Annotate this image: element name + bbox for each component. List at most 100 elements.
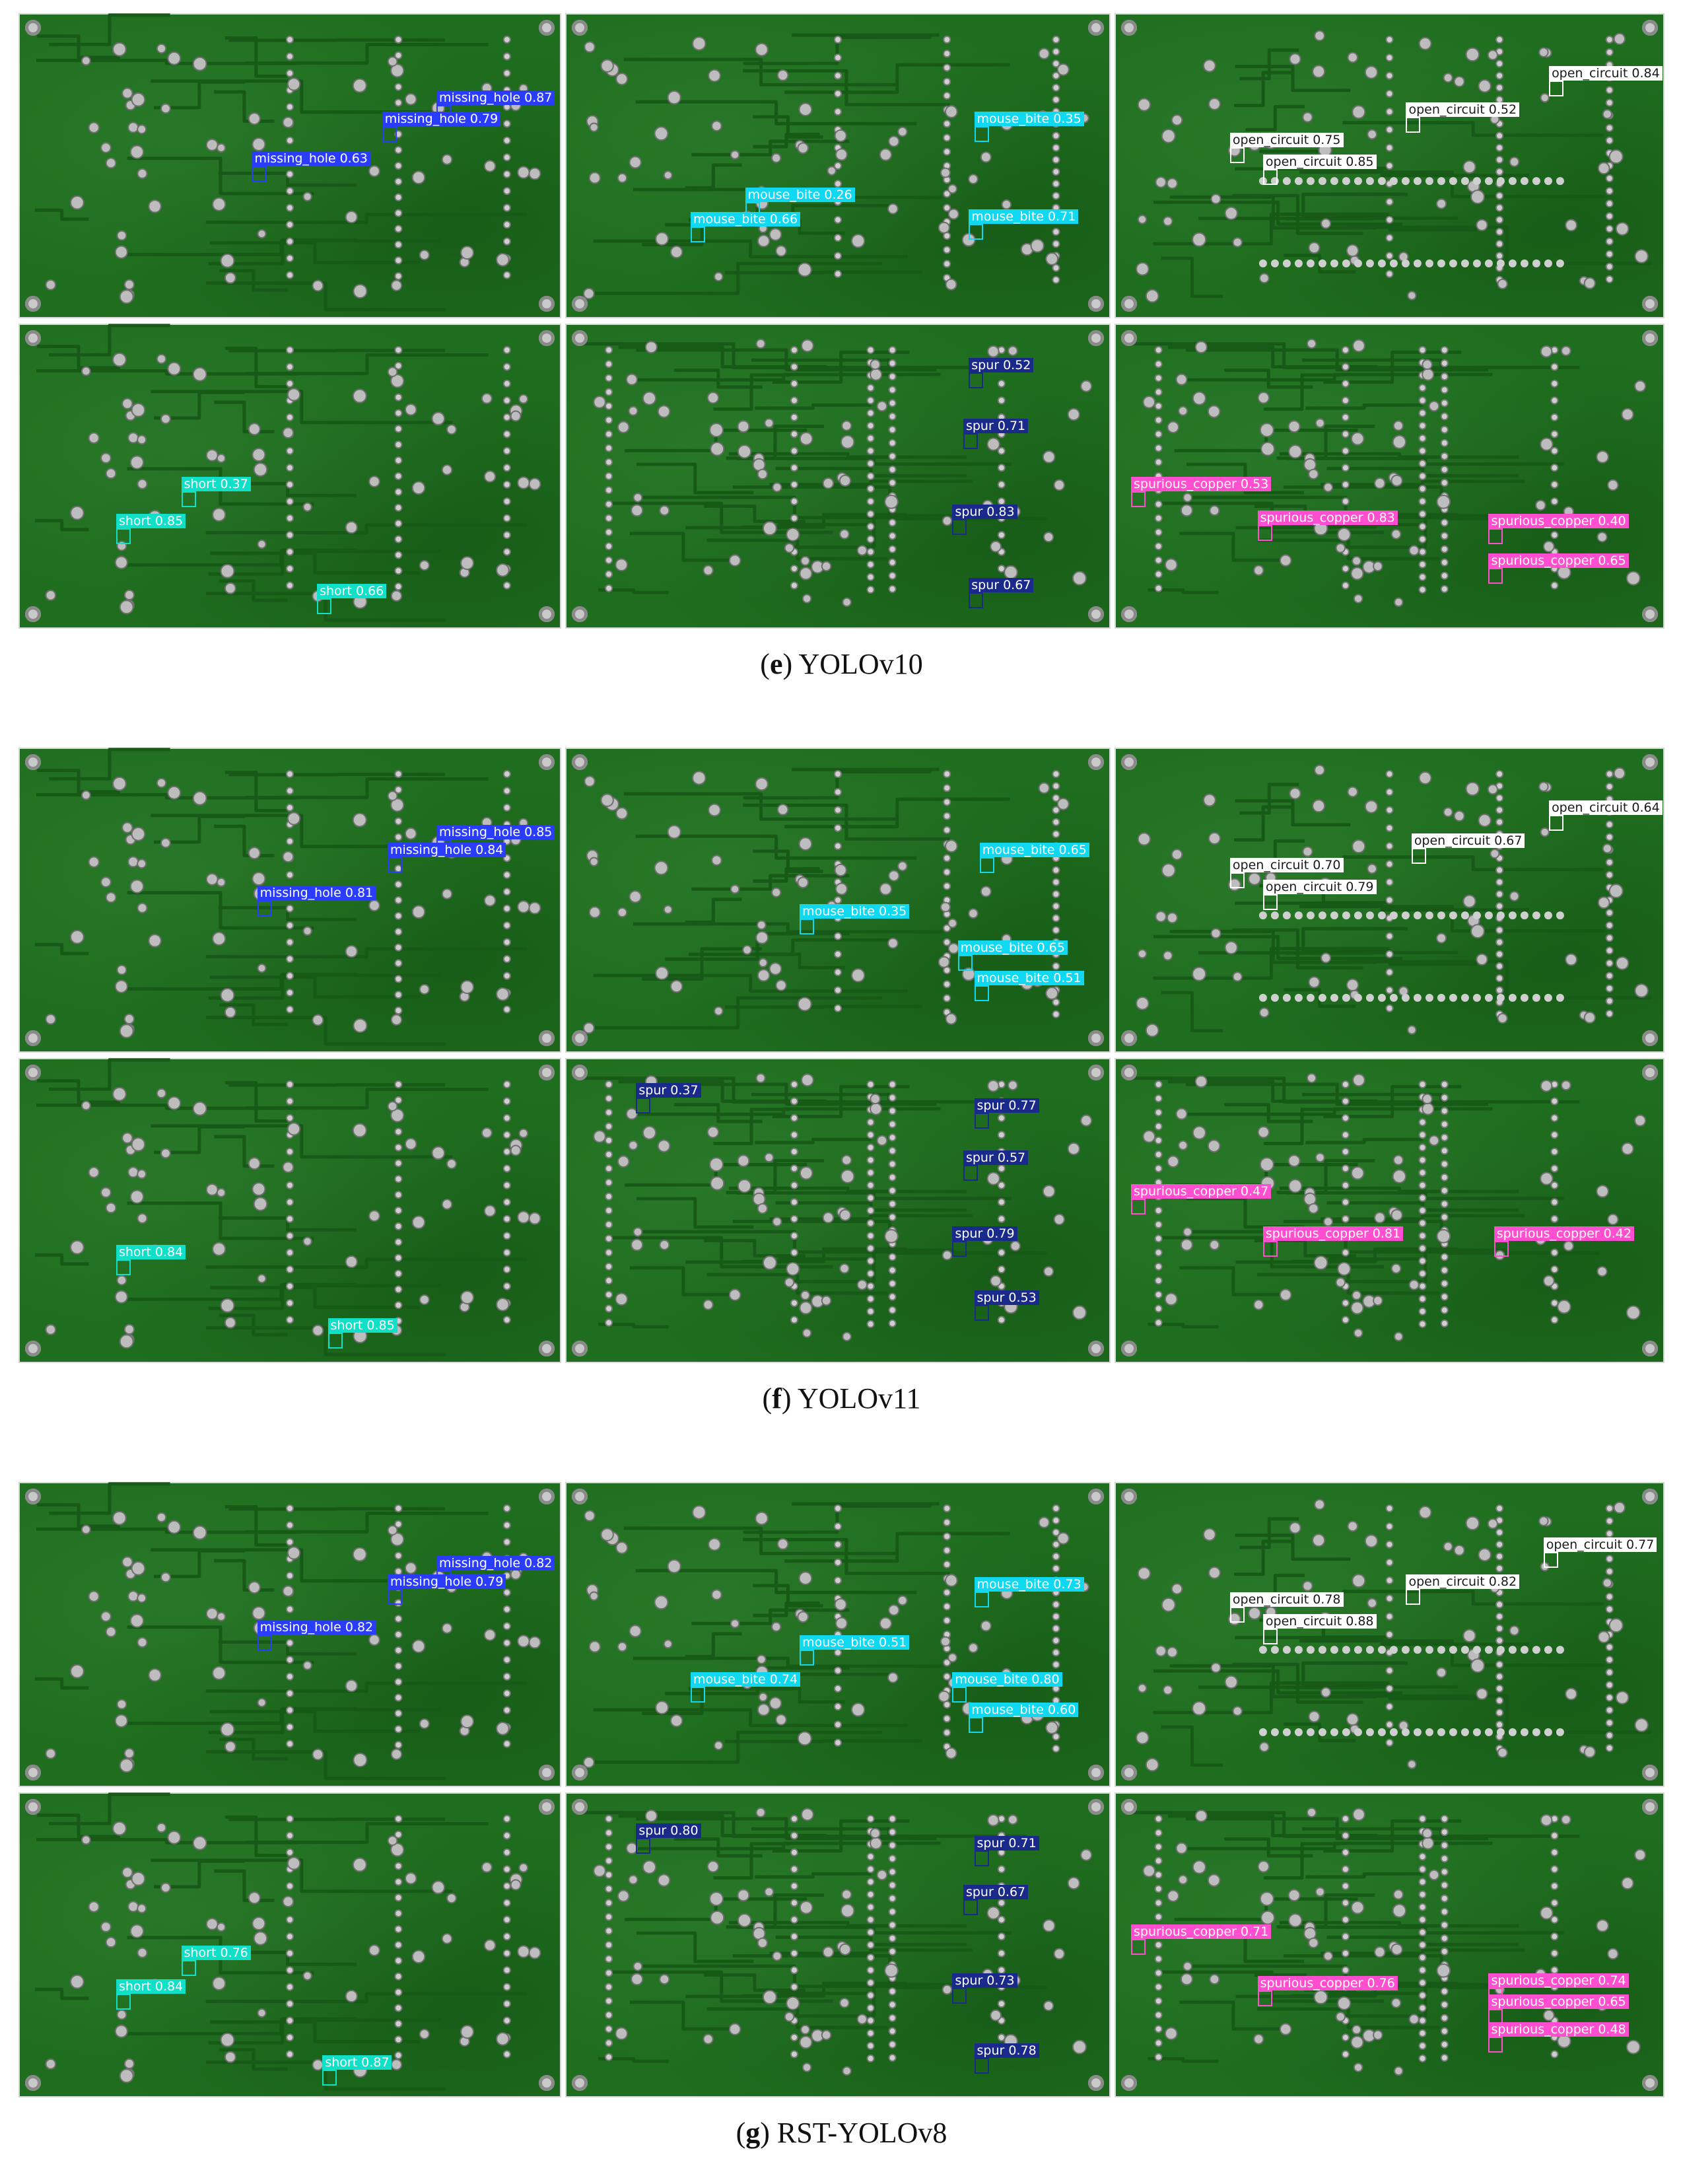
detection-label: spur 0.83 xyxy=(952,504,1017,519)
mounting-hole xyxy=(25,1030,41,1046)
pcb-board-image xyxy=(580,1073,1093,1342)
detection-box: short 0.87 xyxy=(322,2055,392,2086)
detection-box: open_circuit 0.88 xyxy=(1262,1613,1377,1644)
pcb-panel: missing_hole 0.87 missing_hole 0.79 missin… xyxy=(18,13,561,318)
detection-box: spur 0.77 xyxy=(974,1098,1039,1129)
bounding-box xyxy=(1488,2036,1503,2053)
detection-label: spur 0.79 xyxy=(952,1226,1017,1242)
pcb-panel: spur 0.37 spur 0.77 spur 0.57 spur 0.79 spur… xyxy=(565,1058,1111,1363)
mounting-hole xyxy=(539,1030,555,1046)
detection-box: short 0.66 xyxy=(317,583,387,614)
mounting-hole xyxy=(572,2075,588,2091)
detection-label: mouse_bite 0.51 xyxy=(800,1635,910,1650)
pcb-panel: short 0.37 short 0.85 short 0.66 xyxy=(18,324,561,629)
bounding-box xyxy=(974,1850,989,1866)
bounding-box xyxy=(116,1259,131,1275)
bounding-box xyxy=(1257,1990,1272,2007)
detection-label: missing_hole 0.82 xyxy=(257,1620,376,1635)
pcb-board-image xyxy=(34,748,541,1046)
detection-label: short 0.85 xyxy=(116,513,186,528)
bounding-box xyxy=(257,1635,272,1650)
pcb-board-image xyxy=(34,1792,541,2091)
bounding-box xyxy=(1406,1588,1421,1605)
mounting-hole xyxy=(539,606,555,622)
mounting-hole xyxy=(25,754,41,770)
detection-label: missing_hole 0.63 xyxy=(252,151,370,166)
mounting-hole xyxy=(572,1799,588,1815)
pcb-board-image xyxy=(34,324,541,622)
detection-box: open_circuit 0.77 xyxy=(1543,1537,1657,1568)
mounting-hole xyxy=(1121,1065,1137,1080)
mounting-hole xyxy=(539,296,555,312)
bounding-box xyxy=(116,1993,131,2010)
bounding-box xyxy=(1130,1938,1146,1955)
pcb-board-image xyxy=(583,767,1089,1034)
detection-box: mouse_bite 0.51 xyxy=(800,1635,910,1666)
detection-box: mouse_bite 0.73 xyxy=(974,1577,1084,1608)
pcb-board-image xyxy=(34,13,541,312)
detection-box: spur 0.52 xyxy=(969,357,1034,388)
detection-label: open_circuit 0.82 xyxy=(1406,1574,1520,1589)
detection-label: mouse_bite 0.66 xyxy=(690,212,801,227)
detection-box: spur 0.71 xyxy=(963,419,1029,450)
mounting-hole xyxy=(25,1765,41,1780)
detection-label: spurious_copper 0.40 xyxy=(1488,513,1629,528)
bounding-box xyxy=(690,1686,705,1703)
bounding-box xyxy=(1229,1607,1245,1623)
mounting-hole xyxy=(1642,1341,1658,1356)
mounting-hole xyxy=(1088,754,1104,770)
mounting-hole xyxy=(572,606,588,622)
mounting-hole xyxy=(25,330,41,346)
detection-box: mouse_bite 0.35 xyxy=(800,903,910,934)
detection-box: short 0.85 xyxy=(116,513,186,544)
detection-label: spurious_copper 0.48 xyxy=(1488,2022,1629,2037)
pcb-panel: open_circuit 0.84 open_circuit 0.52 open_c… xyxy=(1115,13,1665,318)
bounding-box xyxy=(979,857,994,874)
detection-label: spur 0.78 xyxy=(974,2043,1039,2058)
pcb-panel: spurious_copper 0.71 spurious_copper 0.76… xyxy=(1115,1792,1665,2097)
pcb-panel: open_circuit 0.77 open_circuit 0.82 open_c… xyxy=(1115,1482,1665,1787)
bounding-box xyxy=(387,857,402,874)
bounding-box xyxy=(327,1332,343,1349)
detection-box: short 0.84 xyxy=(116,1244,186,1275)
detection-label: spurious_copper 0.53 xyxy=(1130,477,1272,492)
bounding-box xyxy=(322,2070,337,2086)
detection-label: spur 0.67 xyxy=(963,1884,1029,1899)
bounding-box xyxy=(1262,168,1278,185)
bounding-box xyxy=(974,125,989,142)
caption-letter: e xyxy=(769,648,783,680)
detection-box: open_circuit 0.70 xyxy=(1229,858,1344,889)
detection-box: spur 0.67 xyxy=(969,577,1034,608)
detection-label: mouse_bite 0.65 xyxy=(979,843,1089,858)
mounting-hole xyxy=(1088,296,1104,312)
detection-label: open_circuit 0.85 xyxy=(1262,154,1377,169)
mounting-hole xyxy=(539,330,555,346)
detection-box: missing_hole 0.84 xyxy=(387,843,506,874)
mounting-hole xyxy=(1121,1030,1137,1046)
pcb-panel: short 0.84 short 0.85 xyxy=(18,1058,561,1363)
detection-box: open_circuit 0.75 xyxy=(1229,133,1344,164)
bounding-box xyxy=(952,1987,967,2004)
bounding-box xyxy=(800,1650,815,1666)
bounding-box xyxy=(252,166,267,182)
bounding-box xyxy=(1130,1198,1146,1215)
pcb-panel: mouse_bite 0.73 mouse_bite 0.51 mouse_bite… xyxy=(565,1482,1111,1787)
detection-box: spur 0.71 xyxy=(974,1835,1039,1866)
detection-box: spurious_copper 0.74 xyxy=(1488,1973,1629,2004)
bounding-box xyxy=(1229,147,1245,164)
pcb-panel: spurious_copper 0.53 spurious_copper 0.83… xyxy=(1115,324,1665,629)
detection-label: spur 0.37 xyxy=(636,1083,701,1098)
pcb-panel: spurious_copper 0.47 spurious_copper 0.81… xyxy=(1115,1058,1665,1363)
detection-label: open_circuit 0.84 xyxy=(1549,65,1663,81)
mounting-hole xyxy=(539,1489,555,1504)
mounting-hole xyxy=(1642,330,1658,346)
mounting-hole xyxy=(1088,1765,1104,1780)
pcb-board-image xyxy=(580,1807,1093,2076)
mounting-hole xyxy=(25,1065,41,1080)
detection-box: mouse_bite 0.80 xyxy=(952,1672,1062,1703)
detection-label: mouse_bite 0.74 xyxy=(690,1672,801,1687)
mounting-hole xyxy=(572,1030,588,1046)
bounding-box xyxy=(690,227,705,243)
mounting-hole xyxy=(25,1489,41,1504)
mounting-hole xyxy=(1088,1799,1104,1815)
